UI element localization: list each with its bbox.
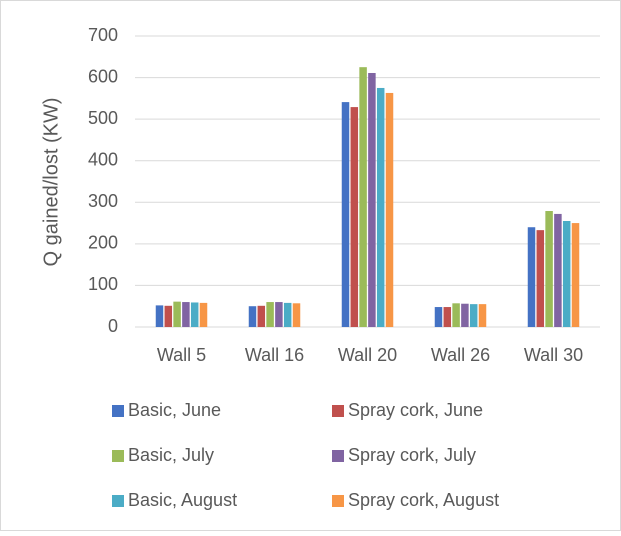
bar <box>283 302 292 327</box>
legend-label: Spray cork, August <box>348 490 499 510</box>
y-tick-label: 100 <box>88 274 118 294</box>
bar <box>199 302 208 327</box>
bar <box>536 230 545 327</box>
bar <box>248 306 257 327</box>
legend-label: Spray cork, June <box>348 400 483 420</box>
bar <box>478 304 487 327</box>
y-tick-label: 0 <box>108 316 118 336</box>
y-tick-label: 700 <box>88 25 118 45</box>
bar <box>173 301 181 327</box>
bar <box>527 227 536 327</box>
legend-swatch <box>332 450 344 462</box>
bar <box>341 102 350 327</box>
bar <box>368 72 376 328</box>
bar <box>554 213 562 327</box>
y-tick-label: 200 <box>88 233 118 253</box>
legend-label: Basic, July <box>128 445 214 465</box>
legend-label: Spray cork, July <box>348 445 476 465</box>
bar <box>190 302 199 327</box>
y-axis-label: Q gained/lost (KW) <box>40 98 62 267</box>
legend-swatch <box>112 495 124 507</box>
bar <box>571 223 580 327</box>
bar <box>461 303 469 327</box>
bar <box>443 307 452 327</box>
bar <box>350 107 359 327</box>
x-tick-label: Wall 5 <box>157 345 206 365</box>
x-tick-label: Wall 30 <box>524 345 583 365</box>
bar <box>292 303 301 327</box>
bar <box>182 302 190 327</box>
y-tick-label: 400 <box>88 149 118 169</box>
bar <box>266 302 274 327</box>
x-tick-label: Wall 20 <box>338 345 397 365</box>
legend-swatch <box>112 450 124 462</box>
x-tick-label: Wall 16 <box>245 345 304 365</box>
bar <box>359 67 367 327</box>
bar <box>257 305 266 327</box>
y-tick-label: 300 <box>88 191 118 211</box>
legend-swatch <box>112 405 124 417</box>
bar <box>164 305 173 327</box>
y-tick-label: 500 <box>88 108 118 128</box>
bar <box>434 307 443 327</box>
legend-label: Basic, June <box>128 400 221 420</box>
bar <box>275 302 283 327</box>
bar <box>452 303 460 327</box>
y-tick-label: 600 <box>88 66 118 86</box>
legend-label: Basic, August <box>128 490 237 510</box>
bar <box>376 87 385 327</box>
bar <box>155 305 164 327</box>
x-tick-label: Wall 26 <box>431 345 490 365</box>
bar <box>385 92 394 328</box>
bar <box>545 211 553 327</box>
bar <box>562 220 571 327</box>
legend-swatch <box>332 495 344 507</box>
bar <box>469 304 478 327</box>
legend-swatch <box>332 405 344 417</box>
